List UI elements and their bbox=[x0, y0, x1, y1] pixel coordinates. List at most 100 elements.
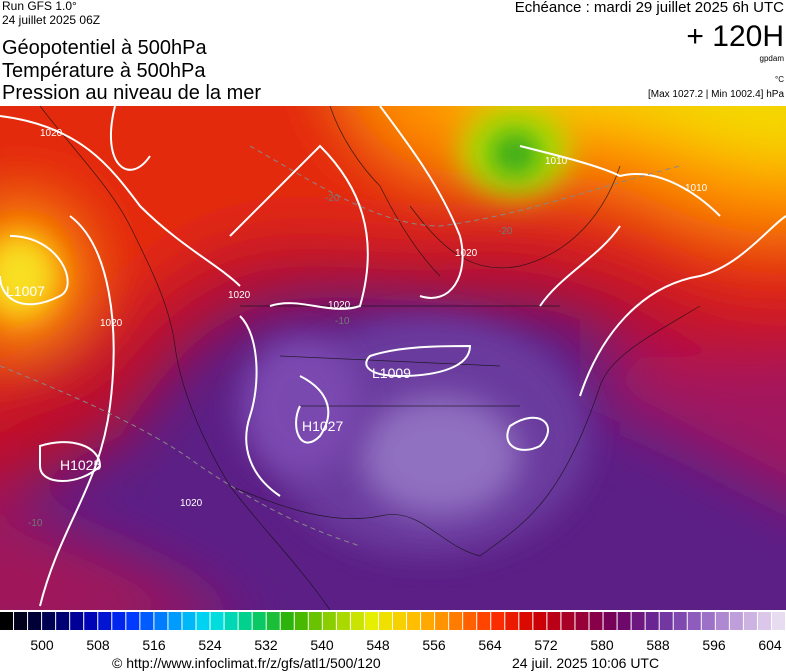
isotherm-label: -20 bbox=[325, 193, 340, 204]
generated-time: 24 juil. 2025 10:06 UTC bbox=[512, 655, 660, 671]
colorbar-swatch bbox=[28, 612, 42, 630]
colorbar-swatch bbox=[715, 612, 729, 630]
colorbar-swatch bbox=[687, 612, 701, 630]
colorbar-swatch bbox=[477, 612, 491, 630]
colorbar-swatch bbox=[210, 612, 224, 630]
colorbar-swatch bbox=[252, 612, 266, 630]
colorbar-swatch bbox=[771, 612, 785, 630]
colorbar-swatch bbox=[743, 612, 757, 630]
colorbar-tick-label: 516 bbox=[142, 637, 166, 653]
colorbar-tick-label: 588 bbox=[646, 637, 670, 653]
colorbar-swatch bbox=[617, 612, 631, 630]
colorbar-swatch bbox=[491, 612, 505, 630]
colorbar-swatch bbox=[238, 612, 252, 630]
colorbar-swatch bbox=[98, 612, 112, 630]
colorbar-swatch bbox=[336, 612, 350, 630]
colorbar-tick-label: 580 bbox=[590, 637, 614, 653]
colorbar-swatch bbox=[42, 612, 56, 630]
unit-temp: °C bbox=[775, 75, 784, 84]
colorbar-tick-label: 548 bbox=[366, 637, 390, 653]
isobar-label: 1020 bbox=[328, 300, 351, 311]
colorbar-swatch bbox=[294, 612, 308, 630]
colorbar-swatch bbox=[266, 612, 280, 630]
isotherm-label: -20 bbox=[498, 226, 513, 237]
colorbar-swatch bbox=[364, 612, 378, 630]
colorbar-swatch bbox=[378, 612, 392, 630]
colorbar-swatch bbox=[112, 612, 126, 630]
isobars bbox=[0, 106, 786, 607]
colorbar-swatch bbox=[505, 612, 519, 630]
isobar-label: 1020 bbox=[180, 498, 203, 509]
colorbar-tick-label: 540 bbox=[310, 637, 334, 653]
colorbar-swatch bbox=[435, 612, 449, 630]
colorbar-swatch bbox=[421, 612, 435, 630]
run-label: Run GFS 1.0° bbox=[2, 0, 77, 13]
isotherm-label: -10 bbox=[335, 316, 350, 327]
colorbar-swatch bbox=[168, 612, 182, 630]
colorbar-swatch bbox=[350, 612, 364, 630]
colorbar-swatch bbox=[154, 612, 168, 630]
map: L1007 H1025 H1027 L1009 1020 1020 1020 1… bbox=[0, 106, 786, 610]
colorbar-swatch bbox=[631, 612, 645, 630]
unit-geo: gpdam bbox=[759, 54, 784, 63]
colorbar-swatch bbox=[14, 612, 28, 630]
colorbar-tick-label: 532 bbox=[254, 637, 278, 653]
source-url: © http://www.infoclimat.fr/z/gfs/atl1/50… bbox=[112, 655, 381, 671]
title-line: Pression au niveau de la mer bbox=[2, 82, 262, 104]
colorbar-swatch bbox=[547, 612, 561, 630]
colorbar-tick-label: 500 bbox=[30, 637, 54, 653]
colorbar-swatch bbox=[659, 612, 673, 630]
isobar-label: 1020 bbox=[228, 290, 251, 301]
colorbar-tick-label: 556 bbox=[422, 637, 446, 653]
colorbar-swatch bbox=[519, 612, 533, 630]
colorbar-swatch bbox=[673, 612, 687, 630]
title-line: Température à 500hPa bbox=[2, 60, 206, 82]
isobar-label: 1020 bbox=[100, 318, 123, 329]
colorbar-swatch bbox=[575, 612, 589, 630]
colorbar-swatch bbox=[0, 612, 14, 630]
colorbar-swatch bbox=[589, 612, 603, 630]
colorbar-tick-label: 524 bbox=[198, 637, 222, 653]
colorbar-swatch bbox=[308, 612, 322, 630]
field: L1007 H1025 H1027 L1009 1020 1020 1020 1… bbox=[0, 106, 786, 610]
map-labels: L1007 H1025 H1027 L1009 1020 1020 1020 1… bbox=[6, 128, 708, 529]
lead-time: + 120H bbox=[686, 20, 784, 53]
colorbar-swatch bbox=[533, 612, 547, 630]
colorbar-swatch bbox=[407, 612, 421, 630]
valid-time: Echéance : mardi 29 juillet 2025 6h UTC bbox=[514, 0, 784, 16]
colorbar-tick-label: 564 bbox=[478, 637, 502, 653]
colorbar-swatch bbox=[224, 612, 238, 630]
colorbar-swatch bbox=[393, 612, 407, 630]
high-label: H1027 bbox=[302, 418, 343, 434]
colorbar-tick-label: 572 bbox=[534, 637, 558, 653]
title-line: Géopotentiel à 500hPa bbox=[2, 37, 207, 59]
colorbar-swatch bbox=[70, 612, 84, 630]
colorbar-swatch bbox=[729, 612, 743, 630]
colorbar-swatch bbox=[603, 612, 617, 630]
colorbar-swatch bbox=[182, 612, 196, 630]
colorbar-swatch bbox=[449, 612, 463, 630]
colorbar-swatch bbox=[757, 612, 771, 630]
isobar-label: 1020 bbox=[40, 128, 63, 139]
colorbar-tick-label: 596 bbox=[702, 637, 726, 653]
colorbar-tick-label: 508 bbox=[86, 637, 110, 653]
isobar-label: 1010 bbox=[685, 183, 708, 194]
colorbar-swatch bbox=[126, 612, 140, 630]
colorbar-swatch bbox=[280, 612, 294, 630]
colorbar: 500 508 516 524 532 540 548 556 564 572 580 588 596 6… bbox=[0, 612, 785, 653]
high-label: H1025 bbox=[60, 457, 101, 473]
colorbar-swatch bbox=[84, 612, 98, 630]
isobar-label: 1010 bbox=[545, 156, 568, 167]
colorbar-swatch bbox=[322, 612, 336, 630]
low-label: L1009 bbox=[372, 365, 411, 381]
colorbar-tick-label: 604 bbox=[758, 637, 782, 653]
isobar-label: 1020 bbox=[455, 248, 478, 259]
colorbar-swatch bbox=[561, 612, 575, 630]
coastlines bbox=[39, 106, 701, 610]
colorbar-swatch bbox=[645, 612, 659, 630]
run-date: 24 juillet 2025 06Z bbox=[2, 13, 101, 27]
colorbar-swatch bbox=[56, 612, 70, 630]
isotherm-label: -10 bbox=[28, 518, 43, 529]
colorbar-swatch bbox=[701, 612, 715, 630]
